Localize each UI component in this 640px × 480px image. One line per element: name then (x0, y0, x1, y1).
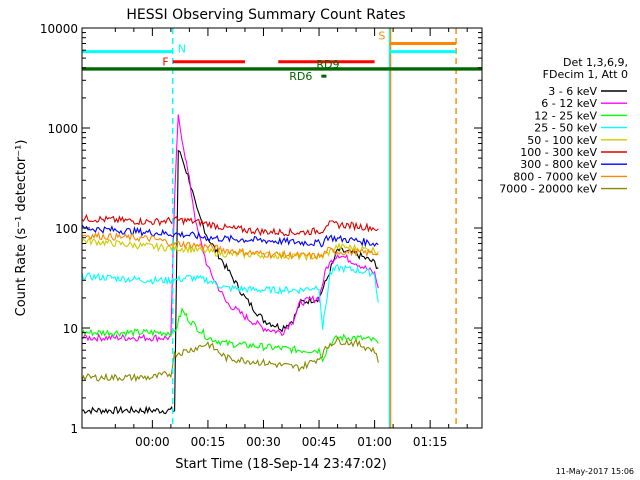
legend-label-3-6-kev-kev: 3 - 6 keV (548, 85, 597, 98)
legend-label-50-100-kev-kev: 50 - 100 keV (527, 134, 597, 147)
series-line-25-50-kev-kev (81, 264, 379, 330)
x-tick-label: 01:15 (413, 435, 448, 449)
label-s: S (378, 29, 385, 42)
annotation-bars: NF S RD9 RD6 (82, 28, 482, 428)
chart-title: HESSI Observing Summary Count Rates (126, 7, 405, 23)
series-line-800-7000-kev-kev (81, 231, 379, 261)
series-line-100-300-kev-kev (81, 213, 379, 237)
label-rd6: RD6 (289, 70, 312, 83)
series-line-7000-20000-kev-kev (81, 336, 379, 383)
legend-label-6-12-kev-kev: 6 - 12 keV (541, 97, 597, 110)
y-tick-label: 1000 (47, 122, 78, 136)
label-rd9: RD9 (316, 58, 339, 71)
legend-label-25-50-kev-kev: 25 - 50 keV (534, 122, 597, 135)
y-tick-label: 100 (55, 222, 78, 236)
x-tick-label: 00:30 (246, 435, 281, 449)
y-tick-label: 10000 (40, 22, 78, 36)
y-tick-label: 1 (70, 422, 78, 436)
legend-label-300-800-kev-kev: 300 - 800 keV (520, 158, 597, 171)
y-tick-label: 10 (63, 322, 78, 336)
legend-header-line-1: Det 1,3,6,9, (563, 56, 628, 69)
tick-labels: 00:00 00:15 00:30 00:45 01:00 01:15 1 10 100 1000… (40, 22, 448, 449)
series-line-3-6-kev-kev (81, 149, 379, 415)
series-line-300-800-kev-kev (81, 224, 379, 248)
series-line-50-100-kev-kev (81, 236, 379, 262)
axes (81, 27, 483, 429)
series-lines (81, 114, 379, 415)
x-tick-label: 00:15 (191, 435, 226, 449)
y-axis-label: Count Rate (s⁻¹ detector⁻¹) (14, 140, 29, 317)
x-tick-label: 00:00 (135, 435, 170, 449)
legend-label-12-25-kev-kev: 12 - 25 keV (534, 109, 597, 122)
legend-label-100-300-kev-kev: 100 - 300 keV (520, 146, 597, 159)
label-f: F (162, 56, 168, 69)
x-tick-label: 00:45 (302, 435, 337, 449)
legend-header-line-2: FDecim 1, Att 0 (543, 68, 628, 81)
plot-frame (81, 27, 483, 429)
x-tick-label: 01:00 (357, 435, 392, 449)
x-axis-label: Start Time (18-Sep-14 23:47:02) (175, 457, 386, 472)
footer-date: 11-May-2017 15:06 (556, 467, 634, 476)
legend-label-800-7000-kev-kev: 800 - 7000 keV (513, 170, 597, 183)
label-n: N (178, 43, 186, 56)
legend-label-7000-20000-kev-kev: 7000 - 20000 keV (499, 183, 597, 196)
series-line-6-12-kev-kev (81, 114, 379, 343)
series-line-12-25-kev-kev (81, 307, 379, 363)
